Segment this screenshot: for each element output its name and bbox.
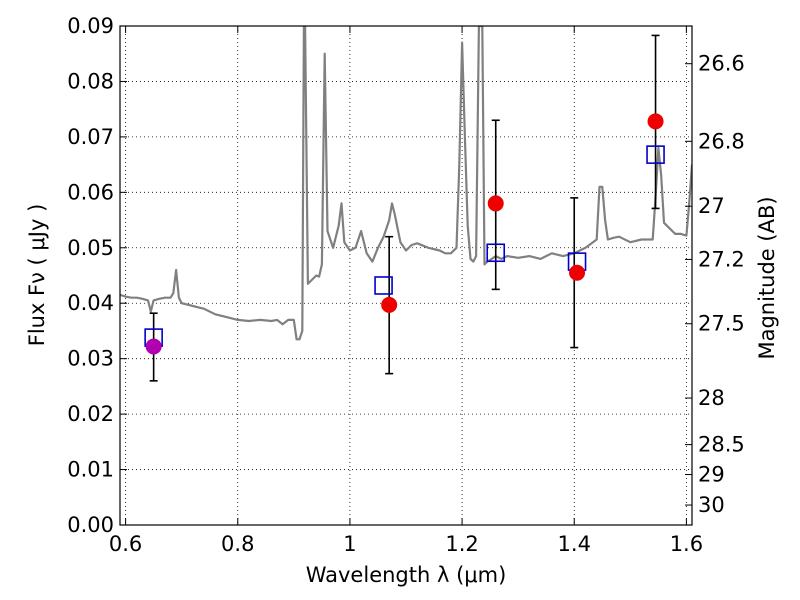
x-tick-label: 1.6 <box>670 532 703 556</box>
y-tick-label: 0.02 <box>67 402 114 426</box>
x-tick-label: 1.2 <box>445 532 478 556</box>
y-axis-label: Flux Fν ( μJy ) <box>25 204 49 347</box>
grid <box>120 25 692 526</box>
y-tick-label: 0.03 <box>67 347 114 371</box>
model-square-marker <box>486 243 506 263</box>
errorbar-layer <box>149 34 660 382</box>
y2-tick-label: 26.8 <box>698 129 745 153</box>
y-tick-label: 0.00 <box>67 513 114 537</box>
model-square-marker <box>646 145 665 164</box>
y2-axis-label: Magnitude (AB) <box>755 196 779 359</box>
y2-tick-label: 27.2 <box>698 247 745 271</box>
y2-tick-label: 27 <box>698 194 725 218</box>
photometry-point <box>145 338 162 355</box>
y-tick-label: 0.05 <box>67 236 114 260</box>
x-axis-label: Wavelength λ (μm) <box>306 563 507 587</box>
y-tick-label: 0.06 <box>67 180 114 204</box>
x-tick-label: 1.4 <box>558 532 591 556</box>
spectrum-line <box>120 26 692 341</box>
axes: 0.6 0.8 1 1.2 1.4 1.6 0.00 0.01 0.02 0.03 0.04 0.05… <box>67 14 745 556</box>
plot-frame <box>119 25 693 526</box>
photometry-point <box>381 296 398 313</box>
y2-tick-label: 28 <box>698 386 725 410</box>
photometry-point <box>487 195 504 212</box>
y-tick-label: 0.04 <box>67 291 114 315</box>
marker-layer <box>144 113 665 355</box>
y2-tick-label: 30 <box>698 493 725 517</box>
y2-tick-label: 28.5 <box>698 433 745 457</box>
y-tick-label: 0.07 <box>67 125 114 149</box>
y2-tick-label: 26.6 <box>698 52 745 76</box>
y-tick-label: 0.09 <box>67 14 114 38</box>
y-tick-label: 0.01 <box>67 458 114 482</box>
x-tick-label: 1 <box>343 532 356 556</box>
photometry-point <box>569 264 586 281</box>
photometry-point <box>647 113 664 130</box>
model-square-marker <box>374 276 393 295</box>
x-tick-label: 0.6 <box>109 532 142 556</box>
series-layer <box>120 26 692 341</box>
y-tick-label: 0.08 <box>67 69 114 93</box>
y2-tick-label: 29 <box>698 463 725 487</box>
x-tick-label: 0.8 <box>221 532 254 556</box>
y2-tick-label: 27.5 <box>698 312 745 336</box>
